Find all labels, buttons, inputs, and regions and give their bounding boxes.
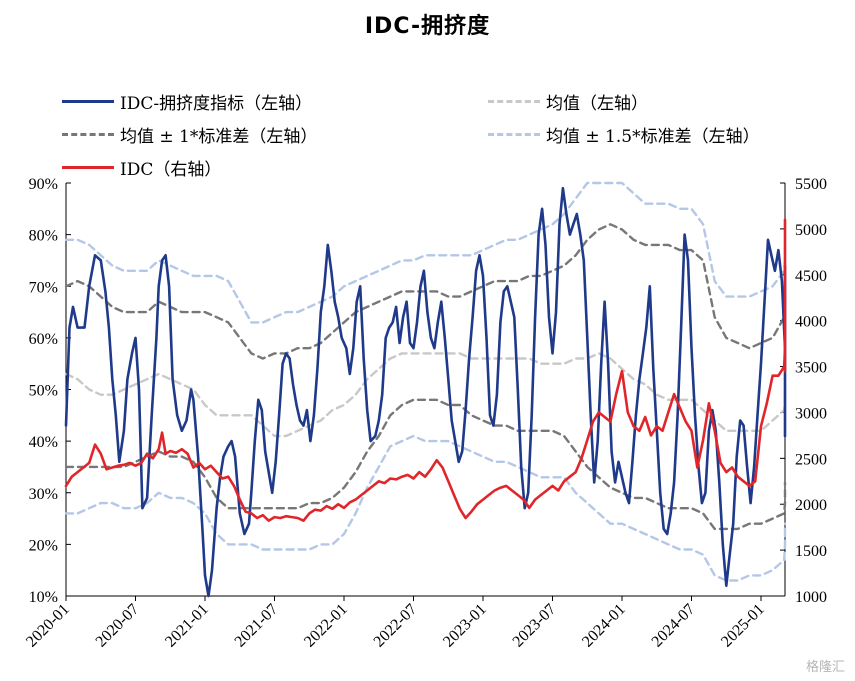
x-tick-label: 2025-01: [718, 601, 768, 651]
y-left-tick-label: 70%: [29, 279, 58, 296]
y-right-tick-label: 4500: [795, 268, 827, 285]
y-left-tick-label: 80%: [29, 228, 58, 245]
y-left-tick-label: 40%: [29, 434, 58, 451]
x-tick-label: 2024-07: [649, 601, 699, 651]
y-left-tick-label: 10%: [29, 589, 58, 606]
watermark: 格隆汇: [805, 660, 845, 675]
x-tick-label: 2020-07: [93, 601, 143, 651]
y-left-tick-label: 90%: [29, 176, 58, 193]
y-left-tick-label: 20%: [29, 537, 58, 554]
legend-item-sd15: 均值 ± 1.5*标准差（左轴）: [488, 122, 760, 147]
y-right-tick-label: 2000: [795, 497, 827, 514]
legend-swatch-sd1: [62, 133, 114, 136]
legend-label-sd1: 均值 ± 1*标准差（左轴）: [120, 127, 318, 147]
x-tick-label: 2023-07: [510, 601, 560, 651]
x-tick-label: 2021-07: [232, 601, 282, 651]
x-tick-label: 2022-01: [301, 601, 351, 651]
legend-swatch-crowd: [62, 100, 114, 103]
legend-item-crowd: IDC-拥挤度指标（左轴）: [62, 89, 312, 114]
legend-swatch-sd15: [488, 133, 540, 136]
y-right-tick-label: 2500: [795, 451, 827, 468]
legend: IDC-拥挤度指标（左轴） 均值（左轴） 均值 ± 1*标准差（左轴） 均值 ±…: [0, 0, 855, 190]
series-line-sd15-lower: [64, 434, 787, 582]
legend-label-mean: 均值（左轴）: [546, 94, 648, 114]
y-right-tick-label: 3000: [795, 405, 827, 422]
y-left-tick-label: 50%: [29, 383, 58, 400]
y-left-tick-label: 60%: [29, 331, 58, 348]
x-tick-label: 2024-01: [579, 601, 629, 651]
series-line-sd1-lower: [64, 398, 787, 531]
x-tick-label: 2022-07: [371, 601, 421, 651]
series-layer: [64, 181, 787, 598]
y-right-tick-label: 1000: [795, 589, 827, 606]
legend-label-sd15: 均值 ± 1.5*标准差（左轴）: [546, 127, 760, 147]
series-line-sd1-upper: [64, 223, 787, 360]
series-line-idc: [64, 218, 787, 523]
y-right-tick-label: 5000: [795, 222, 827, 239]
y-right-tick-label: 5500: [795, 176, 827, 193]
legend-item-idc: IDC（右轴）: [62, 155, 221, 180]
y-right-tick-label: 1500: [795, 543, 827, 560]
legend-item-sd1: 均值 ± 1*标准差（左轴）: [62, 122, 317, 147]
legend-label-crowd: IDC-拥挤度指标（左轴）: [120, 94, 313, 114]
y-right-tick-label: 4000: [795, 314, 827, 331]
x-tick-label: 2023-01: [440, 601, 490, 651]
series-line-crowd: [64, 186, 787, 598]
y-left-tick-label: 30%: [29, 486, 58, 503]
x-tick-label: 2021-01: [162, 601, 212, 651]
x-tick-label: 2020-01: [23, 601, 73, 651]
legend-label-idc: IDC（右轴）: [120, 160, 222, 180]
legend-swatch-idc: [62, 166, 114, 169]
chart-title: IDC-拥挤度: [364, 14, 491, 39]
series-line-sd15-upper: [64, 181, 787, 324]
legend-item-mean: 均值（左轴）: [488, 89, 648, 114]
legend-swatch-mean: [488, 100, 540, 103]
y-right-tick-label: 3500: [795, 360, 827, 377]
